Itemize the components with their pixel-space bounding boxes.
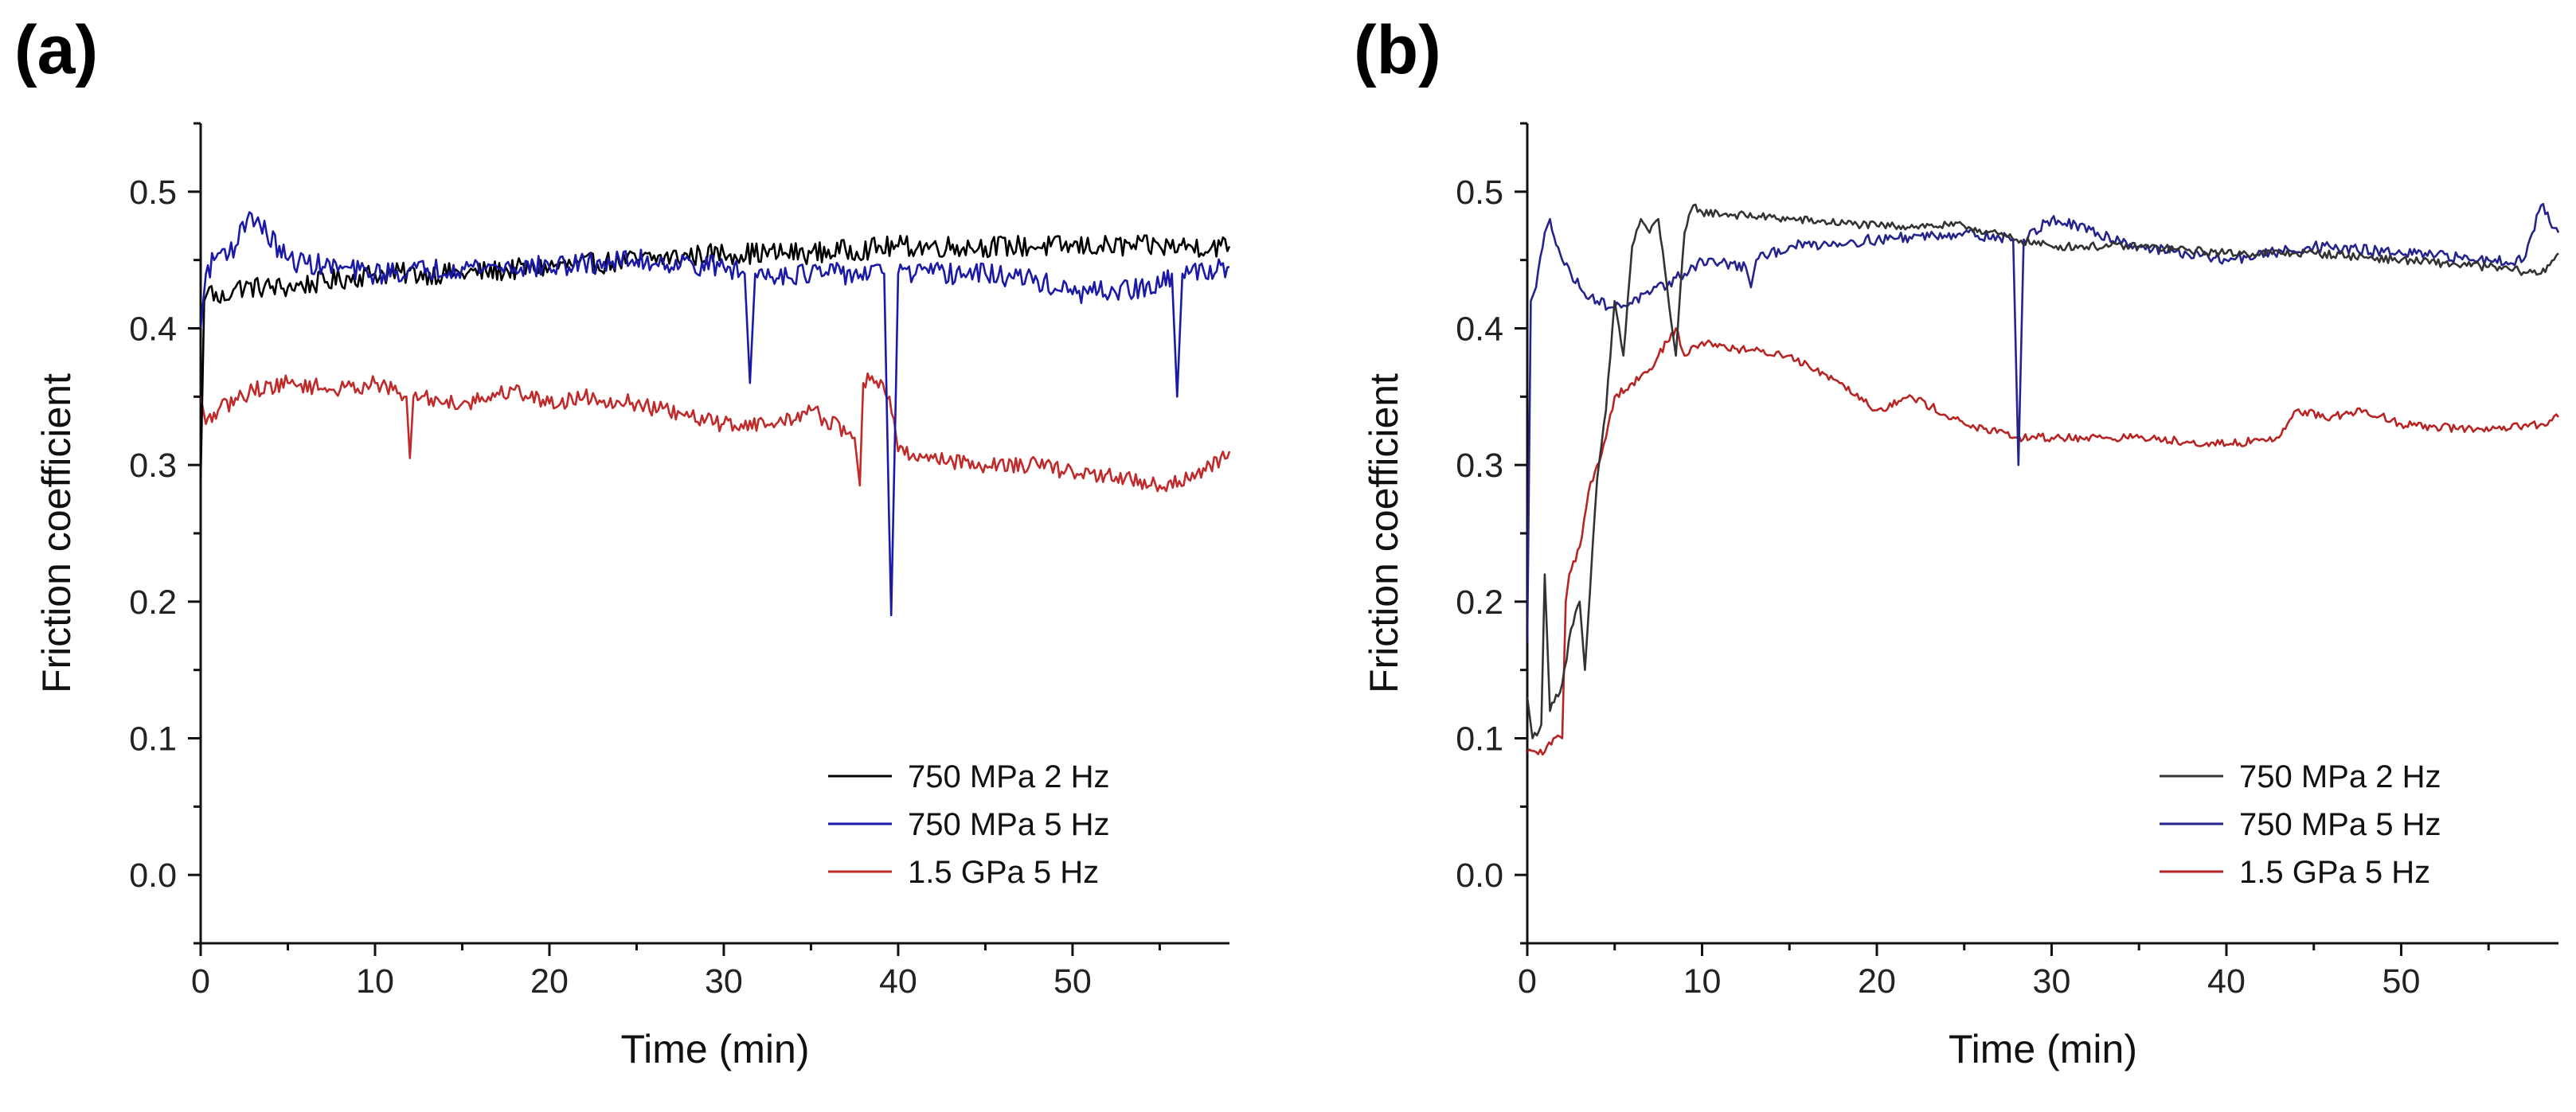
x-tick-label-b: 10 (1683, 962, 1722, 1001)
x-tick-label-a: 30 (705, 962, 743, 1001)
x-tick-label-a: 40 (879, 962, 917, 1001)
series-line-b-0 (1527, 203, 2559, 739)
y-tick-label-a: 0.3 (129, 447, 177, 485)
x-tick-label-b: 0 (1518, 962, 1537, 1001)
y-axis-title-b: Friction coefficient (1362, 373, 1406, 693)
legend-label-a-0: 750 MPa 2 Hz (908, 759, 1109, 794)
legend-label-a-1: 750 MPa 5 Hz (908, 807, 1109, 842)
y-tick-label-b: 0.1 (1456, 720, 1503, 759)
y-tick-label-b: 0.0 (1456, 856, 1503, 895)
x-tick-label-b: 20 (1858, 962, 1896, 1001)
y-tick-label-a: 0.4 (129, 310, 177, 349)
panel-b-letter: (b) (1354, 12, 1441, 88)
x-tick-label-a: 10 (356, 962, 394, 1001)
legend-label-b-2: 1.5 GPa 5 Hz (2239, 855, 2430, 890)
x-tick-label-a: 20 (530, 962, 569, 1001)
x-tick-label-b: 40 (2207, 962, 2246, 1001)
legend-label-b-1: 750 MPa 5 Hz (2239, 807, 2441, 842)
y-tick-label-a: 0.2 (129, 583, 177, 622)
series-line-b-2 (1527, 327, 2560, 756)
panel-a: (a) 0.0 0.1 0.2 0.3 0.4 0.5 0 10 20 30 40 50 Time (m… (14, 12, 1231, 1071)
x-tick-label-b: 50 (2383, 962, 2421, 1001)
series-line-a-1 (201, 211, 1230, 617)
x-axis-title-b: Time (min) (1949, 1027, 2137, 1071)
y-tick-label-a: 0.0 (129, 856, 177, 895)
panel-a-letter: (a) (14, 12, 98, 88)
series-line-a-0 (201, 234, 1231, 479)
y-tick-label-b: 0.4 (1456, 310, 1503, 349)
x-tick-label-a: 0 (191, 962, 210, 1001)
series-line-a-2 (201, 372, 1231, 493)
x-tick-label-b: 30 (2033, 962, 2071, 1001)
y-axis-title-a: Friction coefficient (34, 373, 79, 693)
y-tick-label-a: 0.1 (129, 720, 177, 759)
x-tick-label-a: 50 (1053, 962, 1092, 1001)
y-tick-label-b: 0.5 (1456, 174, 1503, 212)
y-tick-label-b: 0.2 (1456, 583, 1503, 622)
y-tick-label-a: 0.5 (129, 174, 177, 212)
panel-b: (b) 0.0 0.1 0.2 0.3 0.4 0.5 0 10 20 30 40 50 Time (m… (1354, 12, 2560, 1071)
y-tick-label-b: 0.3 (1456, 447, 1503, 485)
legend-label-a-2: 1.5 GPa 5 Hz (908, 855, 1099, 890)
legend-label-b-0: 750 MPa 2 Hz (2239, 759, 2441, 794)
series-line-b-1 (1527, 202, 2560, 643)
x-axis-title-a: Time (min) (620, 1027, 809, 1071)
